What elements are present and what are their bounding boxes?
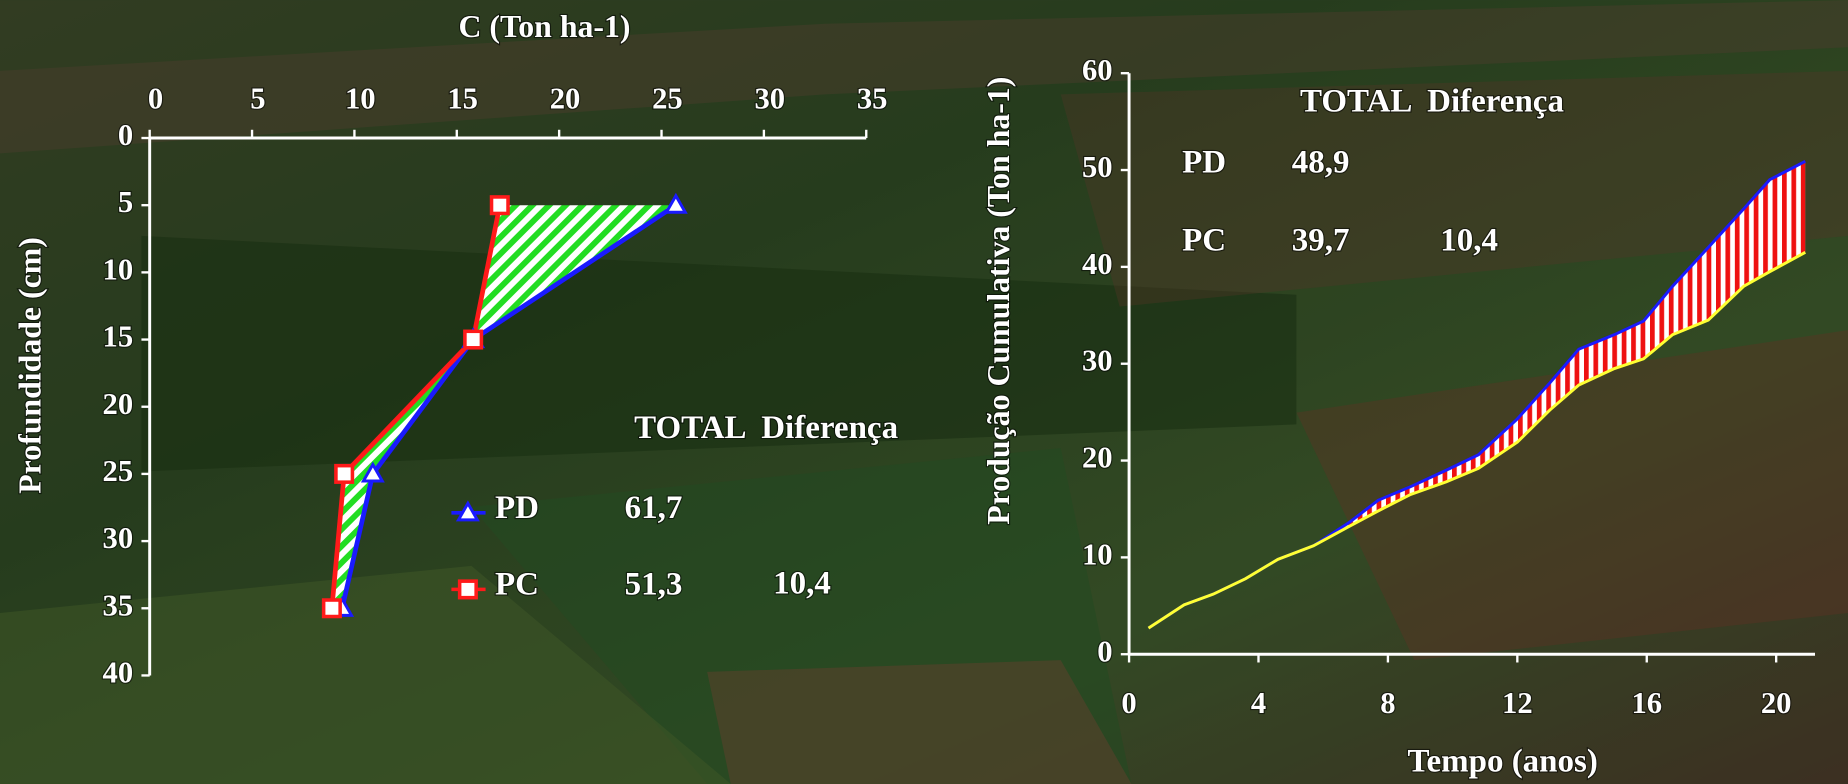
y-tick-label: 5 [118,185,133,219]
difference-area [331,205,676,609]
marker [463,329,484,350]
y-tick-label: 30 [1082,344,1113,378]
y-tick-label: 30 [103,521,134,555]
marker [663,192,688,214]
x-tick-label: 4 [1251,686,1266,720]
totals-header: TOTAL Diferença [634,410,898,446]
x-axis-title: C (Ton ha-1) [458,9,630,44]
x-tick-label: 30 [754,82,785,116]
y-tick-label: 15 [103,320,134,354]
legend-label: PC [495,567,539,603]
legend-marker [455,500,480,522]
marker [334,463,355,484]
y-tick-label: 0 [118,118,133,152]
y-tick-label: 40 [1082,247,1113,281]
total-value: 51,3 [625,567,683,603]
y-tick-label: 20 [103,387,134,421]
y-tick-label: 25 [103,454,134,488]
x-axis-title: Tempo (anos) [1407,743,1597,779]
x-tick-label: 15 [447,82,478,116]
y-tick-label: 20 [1082,441,1113,475]
marker [321,598,342,619]
total-value: 61,7 [625,490,683,526]
series-line [339,203,678,609]
marker [489,195,510,216]
x-tick-label: 0 [1121,686,1136,720]
x-tick-label: 20 [550,82,581,116]
x-tick-label: 12 [1502,686,1533,720]
total-value: 48,9 [1292,145,1350,181]
legend-label: PD [495,490,539,526]
total-value: 39,7 [1292,222,1350,258]
x-tick-label: 0 [148,82,163,116]
legend-marker [457,579,478,600]
x-tick-label: 35 [857,82,888,116]
x-tick-label: 5 [250,82,265,116]
x-tick-label: 20 [1761,686,1792,720]
y-axis-title: Profundidade (cm) [12,237,47,494]
y-tick-label: 35 [103,588,134,622]
marker [360,461,385,483]
x-tick-label: 16 [1631,686,1662,720]
series-line [1147,251,1806,630]
y-tick-label: 40 [103,655,134,689]
y-tick-label: 0 [1097,634,1112,668]
totals-header: TOTAL Diferença [1300,83,1564,119]
difference-value: 10,4 [773,565,831,601]
y-tick-label: 50 [1082,150,1113,184]
series-line [329,204,503,609]
y-tick-label: 10 [1082,537,1113,571]
legend-label: PC [1182,222,1226,258]
y-tick-label: 10 [103,252,134,286]
legend-label: PD [1182,145,1226,181]
y-tick-label: 60 [1082,53,1113,87]
difference-value: 10,4 [1440,222,1498,258]
x-tick-label: 10 [345,82,376,116]
x-tick-label: 25 [652,82,683,116]
x-tick-label: 8 [1380,686,1395,720]
y-axis-title: Produção Cumulativa (Ton ha-1) [981,77,1016,525]
